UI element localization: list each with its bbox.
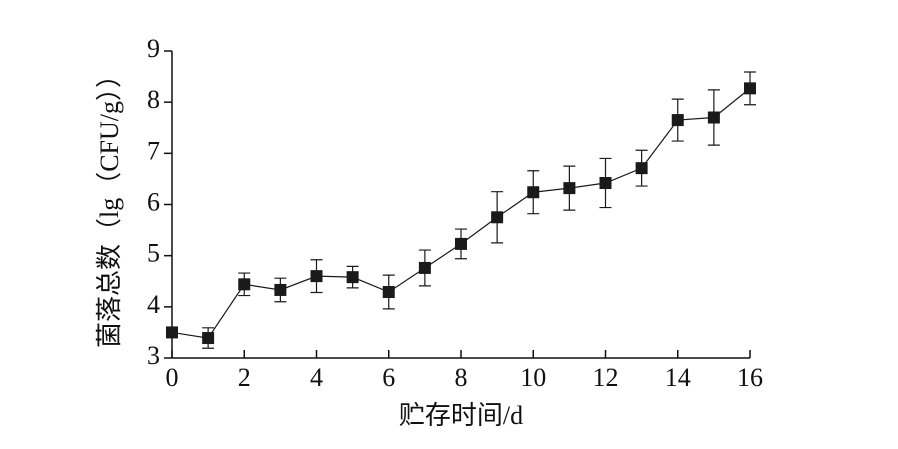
x-axis-label: 贮存时间/d [399,401,523,430]
marker [744,82,756,95]
x-tick-label: 12 [593,363,619,392]
marker [599,177,612,190]
marker [202,332,215,345]
x-tick-label: 10 [520,363,546,392]
marker [274,283,287,296]
marker [455,237,467,250]
marker [382,285,395,298]
marker [671,114,684,127]
y-tick-label: 6 [147,187,160,216]
marker [707,111,720,124]
marker [527,186,540,199]
x-tick-label: 14 [665,363,691,392]
marker [346,271,359,284]
marker [635,162,648,175]
x-tick-label: 2 [238,363,251,392]
y-tick-label: 5 [147,239,160,268]
x-tick-label: 16 [737,363,763,392]
y-tick-label: 9 [147,34,160,63]
y-tick-label: 4 [147,290,160,319]
marker [563,182,576,195]
marker [491,211,504,224]
marker [238,278,251,291]
y-tick-label: 3 [147,341,160,370]
line [171,87,751,339]
marker [310,270,323,283]
x-tick-label: 0 [166,363,179,392]
x-tick-label: 8 [455,363,468,392]
y-axis-label: 菌落总数（lg（CFU/g）） [95,62,124,348]
y-tick-label: 8 [147,85,160,114]
x-tick-label: 4 [310,363,323,392]
marker [166,326,178,339]
y-tick-label: 7 [147,136,160,165]
x-tick-label: 6 [382,363,395,392]
marker [418,261,431,274]
